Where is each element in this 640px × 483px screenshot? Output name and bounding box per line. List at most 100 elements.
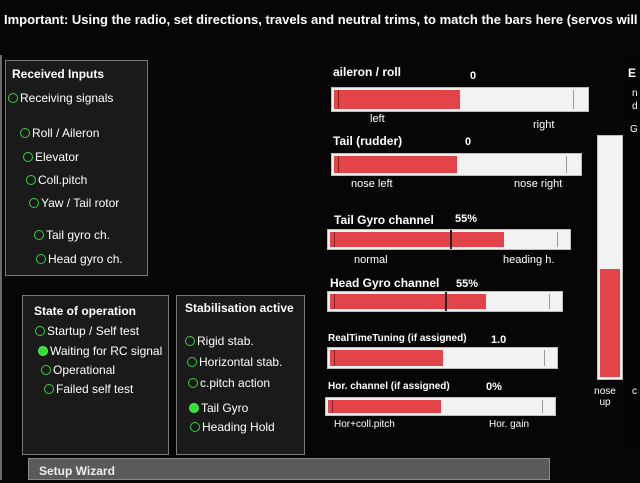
- state-failed-self-test: Failed self test: [44, 382, 133, 396]
- input-tail-gyro: Tail gyro ch.: [34, 228, 110, 242]
- head-gyro-bar-fill: [330, 294, 486, 309]
- tail-gyro-bar: [327, 229, 571, 250]
- aileron-left-label: left: [370, 113, 385, 125]
- received-inputs-panel: Received Inputs Receiving signals Roll /…: [5, 60, 148, 276]
- status-led-on-icon: [189, 403, 199, 413]
- status-led-icon: [185, 336, 195, 346]
- input-label: Roll / Aileron: [32, 126, 100, 140]
- bar-tick: [544, 350, 545, 366]
- tail-bar: [331, 153, 582, 176]
- status-led-icon: [36, 254, 46, 264]
- received-inputs-title: Received Inputs: [12, 67, 105, 81]
- state-of-operation-title: State of operation: [34, 304, 137, 318]
- hor-left-label: Hor+coll.pitch: [334, 419, 395, 430]
- status-led-icon: [188, 378, 198, 388]
- input-elevator: Elevator: [23, 150, 79, 164]
- state-label: Waiting for RC signal: [50, 344, 163, 358]
- stab-label: Tail Gyro: [201, 401, 249, 415]
- state-of-operation-panel: State of operation Startup / Self test W…: [22, 295, 169, 455]
- input-label: Yaw / Tail rotor: [41, 196, 120, 210]
- head-gyro-value: 55%: [456, 278, 479, 290]
- status-led-icon: [20, 128, 30, 138]
- bar-tick: [566, 156, 567, 173]
- status-led-icon: [41, 365, 51, 375]
- status-led-icon: [23, 152, 33, 162]
- tail-gyro-bar-fill: [330, 232, 504, 247]
- bar-tick: [557, 232, 558, 247]
- stabilisation-title: Stabilisation active: [185, 301, 294, 315]
- rtt-bar-fill: [330, 350, 443, 366]
- status-led-on-icon: [38, 346, 48, 356]
- bar-tick: [549, 294, 550, 309]
- hor-value: 0%: [486, 381, 502, 393]
- state-waiting-rc: Waiting for RC signal: [38, 344, 162, 358]
- tail-gyro-value: 55%: [455, 213, 478, 225]
- input-label: Elevator: [35, 150, 80, 164]
- bar-tick: [334, 294, 335, 309]
- stab-horizontal: Horizontal stab.: [187, 355, 282, 369]
- input-label: Tail gyro ch.: [46, 228, 111, 242]
- input-label: Head gyro ch.: [48, 252, 123, 266]
- pitch-vertical-bar-fill: [600, 269, 620, 377]
- state-operational: Operational: [41, 363, 115, 377]
- bar-tick: [338, 156, 339, 173]
- stab-label: Heading Hold: [202, 420, 275, 434]
- status-led-icon: [35, 326, 45, 336]
- right-panel-edge: [623, 55, 640, 455]
- status-led-icon: [187, 357, 197, 367]
- rtt-value: 1.0: [491, 334, 507, 346]
- status-led-icon: [190, 422, 200, 432]
- left-frame-edge: [0, 55, 2, 480]
- aileron-bar-fill: [334, 90, 460, 109]
- status-led-icon: [8, 93, 18, 103]
- input-label: Coll.pitch: [38, 173, 88, 187]
- input-label: Receiving signals: [20, 91, 114, 105]
- state-label: Startup / Self test: [47, 324, 140, 338]
- input-head-gyro: Head gyro ch.: [36, 252, 123, 266]
- hor-title: Hor. channel (if assigned): [328, 381, 450, 392]
- stab-cpitch-action: c.pitch action: [188, 376, 270, 390]
- status-led-icon: [26, 175, 36, 185]
- stab-label: Rigid stab.: [197, 334, 254, 348]
- status-led-icon: [44, 384, 54, 394]
- tail-left-label: nose left: [351, 178, 393, 190]
- cut-off-e: E: [628, 66, 637, 80]
- state-label: Failed self test: [56, 382, 134, 396]
- tail-value: 0: [465, 136, 472, 148]
- stabilisation-panel: Stabilisation active Rigid stab. Horizon…: [176, 295, 305, 455]
- bar-tick: [338, 90, 339, 109]
- rtt-title: RealTimeTuning (if assigned): [328, 333, 467, 344]
- cut-off-n: n: [632, 88, 638, 99]
- input-yaw-tail-rotor: Yaw / Tail rotor: [29, 196, 119, 210]
- status-led-icon: [29, 198, 39, 208]
- vbar-label-up: up: [599, 397, 611, 408]
- stab-rigid: Rigid stab.: [185, 334, 254, 348]
- hor-bar: [325, 397, 556, 416]
- head-gyro-bar: [327, 291, 563, 312]
- tail-gyro-title: Tail Gyro channel: [334, 213, 434, 227]
- rtt-bar: [327, 347, 558, 369]
- bar-tick: [573, 90, 574, 109]
- tail-gyro-left-label: normal: [354, 254, 388, 266]
- aileron-value: 0: [470, 70, 477, 82]
- input-coll-pitch: Coll.pitch: [26, 173, 87, 187]
- aileron-title: aileron / roll: [333, 65, 402, 79]
- stab-tail-gyro: Tail Gyro: [189, 401, 248, 415]
- stab-label: c.pitch action: [200, 376, 271, 390]
- aileron-right-label: right: [533, 119, 555, 131]
- tail-title: Tail (rudder): [333, 134, 403, 148]
- aileron-bar: [331, 87, 589, 112]
- cut-off-d: d: [632, 101, 638, 112]
- cut-off-c: c: [632, 386, 637, 397]
- setup-wizard-button[interactable]: Setup Wizard: [28, 458, 550, 480]
- bar-tick: [334, 350, 335, 366]
- hor-bar-fill: [328, 400, 441, 413]
- bar-center-mark: [450, 230, 452, 249]
- bar-tick: [542, 400, 543, 413]
- state-startup: Startup / Self test: [35, 324, 139, 338]
- state-label: Operational: [53, 363, 116, 377]
- pitch-vertical-bar: [597, 135, 623, 380]
- instruction-banner: Important: Using the radio, set directio…: [4, 12, 640, 27]
- bar-tick: [334, 232, 335, 247]
- stab-heading-hold: Heading Hold: [190, 420, 275, 434]
